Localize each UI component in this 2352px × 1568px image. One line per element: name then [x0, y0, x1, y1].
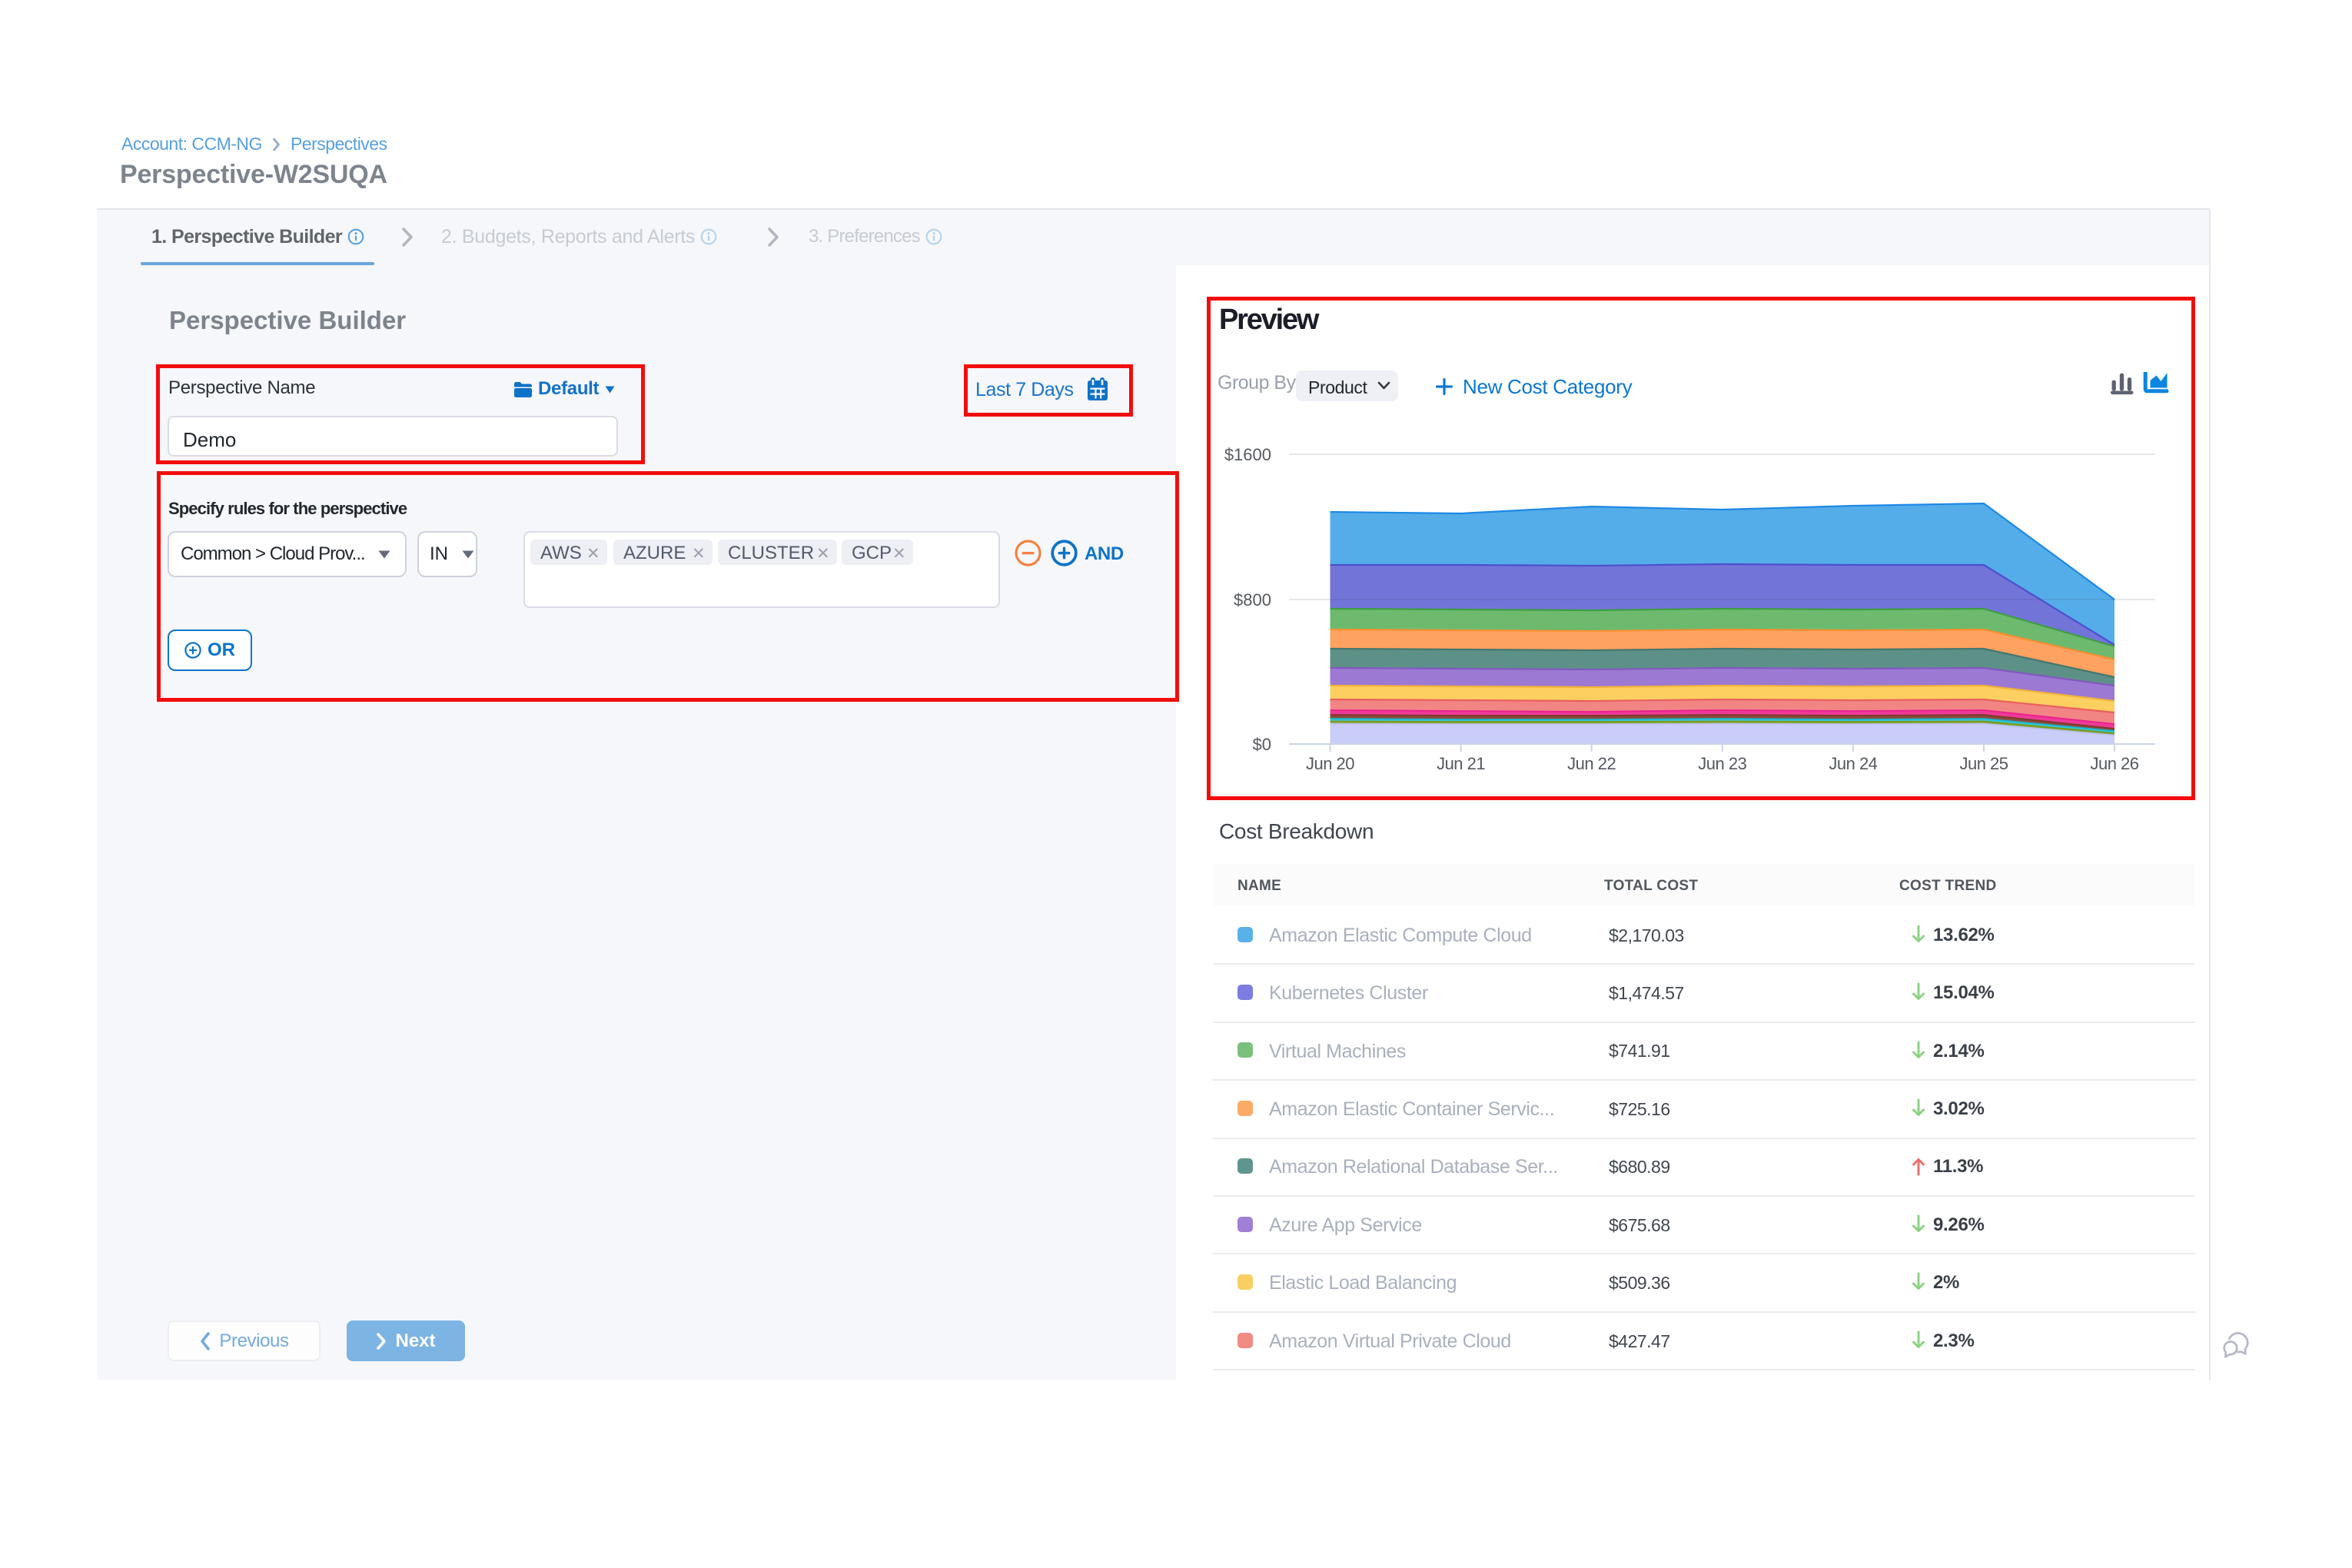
svg-text:$0: $0	[1253, 735, 1271, 754]
svg-text:Jun 22: Jun 22	[1567, 754, 1616, 773]
svg-text:Jun 20: Jun 20	[1306, 754, 1354, 773]
svg-text:$1600: $1600	[1224, 445, 1271, 464]
svg-text:$800: $800	[1234, 590, 1271, 610]
svg-text:Jun 26: Jun 26	[2090, 754, 2138, 773]
svg-text:Jun 23: Jun 23	[1698, 754, 1746, 773]
svg-text:Jun 24: Jun 24	[1829, 754, 1877, 773]
svg-text:Jun 21: Jun 21	[1437, 754, 1485, 773]
svg-text:Jun 25: Jun 25	[1959, 754, 2008, 773]
